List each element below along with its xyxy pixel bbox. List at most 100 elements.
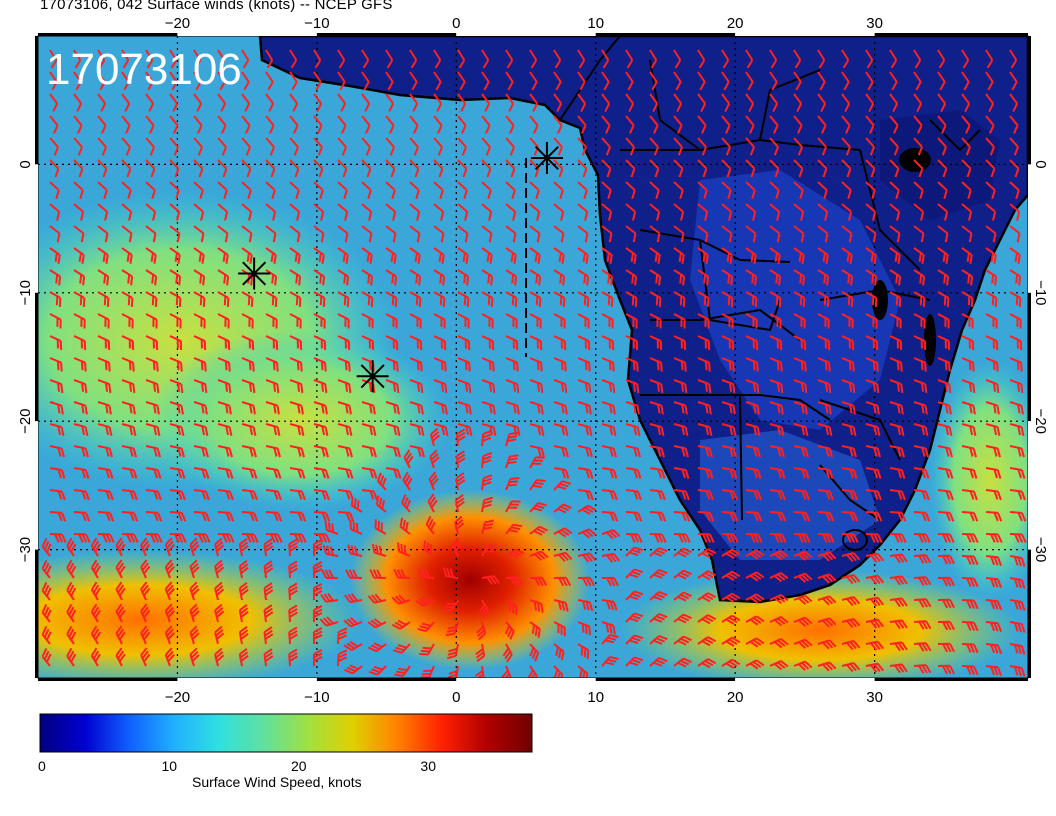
- wind-barb: [817, 551, 837, 562]
- wind-barb: [49, 489, 66, 501]
- wind-barb: [312, 561, 323, 579]
- wind-barb: [145, 291, 158, 308]
- wind-barb: [793, 335, 807, 351]
- wind-barb: [238, 625, 249, 645]
- wind-barb: [115, 559, 126, 579]
- wind-barb: [505, 291, 518, 308]
- wind-barb: [865, 225, 877, 243]
- wind-barb: [169, 181, 180, 200]
- wind-barb: [889, 49, 898, 69]
- wind-barb: [193, 203, 205, 221]
- wind-barb: [263, 626, 274, 645]
- wind-barb: [169, 511, 187, 522]
- wind-barb: [121, 357, 135, 372]
- wind-barb: [529, 115, 539, 134]
- wind-barb: [343, 640, 363, 651]
- wind-barb: [313, 511, 331, 522]
- wind-barb: [97, 247, 109, 264]
- wind-barb: [697, 533, 715, 543]
- wind-barb: [481, 401, 496, 415]
- wind-barb: [721, 423, 737, 436]
- star-marker: [530, 141, 563, 174]
- wind-barb: [769, 379, 784, 394]
- wind-barb: [289, 181, 300, 200]
- wind-barb: [841, 533, 859, 543]
- wind-barb: [889, 489, 906, 501]
- wind-barb: [625, 612, 644, 623]
- wind-barb: [392, 643, 411, 654]
- wind-barb: [385, 159, 396, 178]
- wind-barb: [505, 335, 519, 351]
- wind-barb: [817, 489, 834, 501]
- wind-barb: [817, 159, 828, 178]
- wind-barb: [394, 665, 411, 677]
- wind-barb: [697, 636, 717, 647]
- wind-barb: [214, 625, 225, 645]
- wind-barb: [985, 137, 995, 156]
- wind-barb: [913, 335, 927, 351]
- wind-barb: [73, 423, 89, 436]
- wind-barb: [721, 93, 731, 113]
- wind-barb: [553, 503, 572, 514]
- wind-barb: [241, 137, 251, 156]
- wind-barb: [385, 181, 396, 200]
- wind-barb: [169, 49, 178, 69]
- wind-barb: [417, 568, 435, 579]
- wind-barb: [337, 467, 354, 479]
- wind-barb: [865, 247, 877, 264]
- wind-barb: [937, 554, 956, 565]
- frame-bar-bottom: [595, 678, 736, 681]
- wind-barb: [529, 335, 543, 351]
- wind-barb: [481, 137, 491, 156]
- wind-barb: [889, 401, 904, 415]
- wind-barb: [527, 665, 538, 678]
- wind-barb: [265, 137, 275, 156]
- wind-barb: [889, 181, 900, 200]
- wind-barb: [625, 335, 639, 351]
- wind-barb: [409, 379, 424, 394]
- frame-bar-bottom: [177, 678, 317, 681]
- wind-barb: [145, 203, 157, 221]
- wind-barb: [625, 656, 644, 667]
- wind-barb: [429, 449, 440, 469]
- wind-barb: [193, 159, 204, 178]
- wind-barb: [769, 489, 786, 501]
- wind-barb: [481, 474, 493, 491]
- wind-barb: [937, 620, 956, 631]
- wind-barb: [553, 445, 569, 458]
- wind-barb: [415, 596, 435, 607]
- lat-tick-label-right: −30: [1032, 537, 1049, 562]
- wind-barb: [913, 467, 930, 479]
- wind-barb: [217, 313, 230, 329]
- wind-barb: [457, 115, 467, 134]
- wind-barb: [625, 489, 642, 501]
- wind-barb: [961, 225, 973, 243]
- wind-barb: [217, 511, 235, 522]
- wind-barb: [985, 247, 997, 264]
- wind-barb: [697, 511, 715, 522]
- wind-barb: [1009, 643, 1026, 655]
- wind-barb: [721, 489, 738, 501]
- wind-barb: [817, 533, 835, 543]
- wind-barb: [721, 511, 739, 522]
- wind-barb: [385, 445, 401, 458]
- wind-barb: [288, 626, 298, 645]
- wind-barb: [367, 642, 387, 653]
- wind-barb: [169, 335, 183, 351]
- wind-barb: [913, 225, 925, 243]
- wind-barb: [442, 599, 459, 612]
- wind-barb: [1009, 423, 1025, 436]
- wind-barb: [433, 93, 443, 113]
- wind-barb: [217, 49, 226, 69]
- wind-barb: [121, 467, 138, 479]
- wind-barb: [889, 533, 907, 543]
- wind-barb: [1009, 71, 1018, 91]
- wind-barb: [97, 71, 106, 91]
- wind-barb: [913, 93, 923, 113]
- wind-barb: [1009, 115, 1019, 134]
- wind-barb: [313, 423, 329, 436]
- wind-barb: [817, 313, 830, 329]
- wind-barb: [241, 379, 256, 394]
- wind-barb: [140, 603, 151, 623]
- wind-barb: [193, 401, 208, 415]
